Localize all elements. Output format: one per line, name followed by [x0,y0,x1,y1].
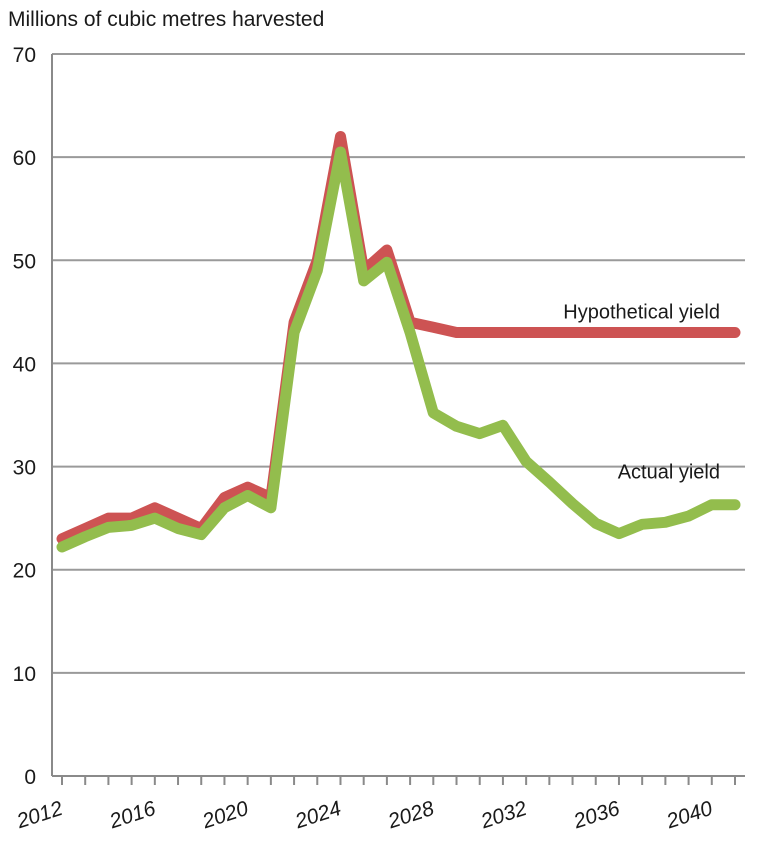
y-tick-label: 70 [13,44,36,67]
x-tick-label: 2036 [570,797,623,834]
y-tick-label: 20 [13,560,36,583]
series-lines [56,131,741,553]
y-tick-label: 50 [13,250,36,273]
x-tick-label: 2024 [292,797,344,834]
y-tick-labels: 0 10 20 30 40 50 60 70 [13,44,36,789]
x-tick-label: 2040 [663,797,716,834]
series-line-1 [56,146,741,553]
series-labels: Hypothetical yield Actual yield [563,301,720,483]
series-label-1: Actual yield [618,462,720,484]
series-label-0: Hypothetical yield [563,301,720,323]
y-tick-label: 40 [13,353,36,376]
y-tick-label: 30 [13,457,36,480]
x-tick-label: 2028 [384,797,437,834]
axes [51,54,745,785]
x-tick-label: 2020 [199,797,252,834]
x-tick-label: 2016 [106,797,159,834]
x-tick-label: 2032 [477,797,530,834]
y-tick-label: 10 [13,663,36,686]
y-tick-label: 0 [24,766,36,789]
x-tick-label: 2012 [13,797,66,834]
y-tick-label: 60 [13,147,36,170]
x-tick-labels: 2012 2016 2020 2024 2028 2032 2036 2040 [13,797,716,834]
y-axis-label: Millions of cubic metres harvested [8,8,324,31]
gridlines [52,53,745,674]
